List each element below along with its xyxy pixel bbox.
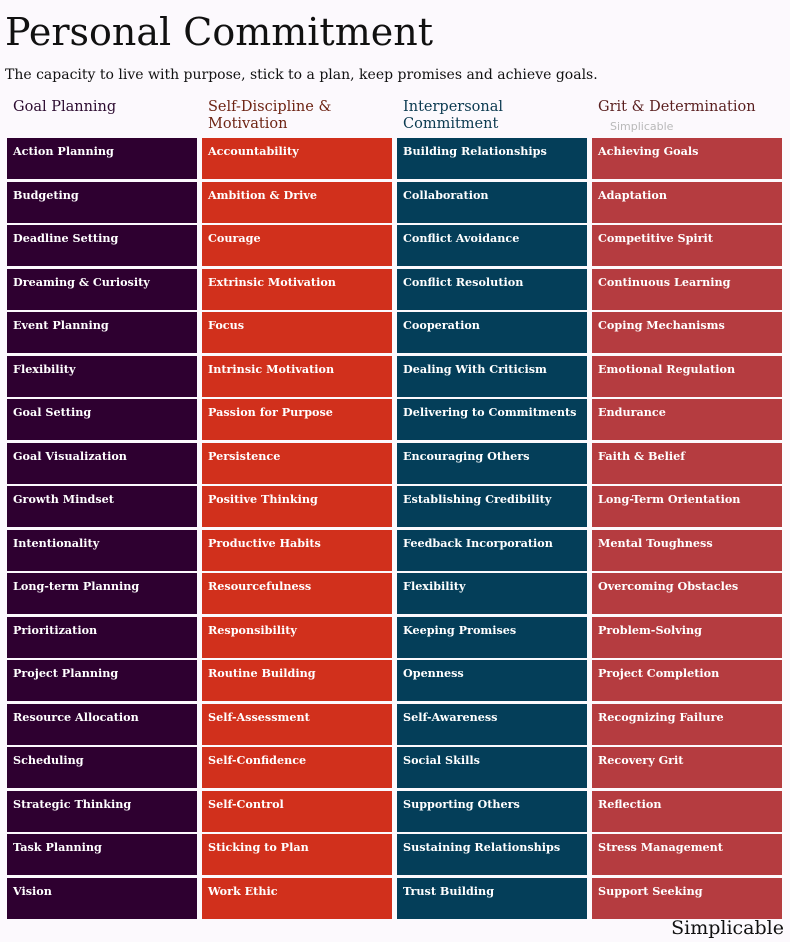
cell-item: Extrinsic Motivation	[202, 269, 392, 310]
column-goal-planning: Goal Planning Action Planning Budgeting De…	[7, 98, 197, 919]
page-subtitle: The capacity to live with purpose, stick…	[5, 67, 598, 83]
cell-item: Emotional Regulation	[592, 356, 782, 397]
cell-item: Achieving Goals	[592, 138, 782, 179]
cell-item: Routine Building	[202, 660, 392, 701]
cell-item: Long-term Planning	[7, 573, 197, 614]
cell-item: Goal Setting	[7, 399, 197, 440]
cell-item: Faith & Belief	[592, 443, 782, 484]
cell-item: Delivering to Commitments	[397, 399, 587, 440]
column-heading-line2: Motivation	[208, 116, 288, 132]
commitment-columns: Goal Planning Action Planning Budgeting De…	[7, 98, 783, 920]
column-grit: Grit & Determination Simplicable Achievi…	[592, 98, 782, 919]
cell-item: Resource Allocation	[7, 704, 197, 745]
cell-item: Persistence	[202, 443, 392, 484]
cell-item: Self-Assessment	[202, 704, 392, 745]
page-title: Personal Commitment	[5, 10, 433, 54]
column-heading-line1: Interpersonal	[403, 99, 503, 115]
cell-item: Accountability	[202, 138, 392, 179]
cell-item: Reflection	[592, 791, 782, 832]
column-self-discipline: Self-Discipline & Motivation Accountabil…	[202, 98, 392, 919]
cell-item: Self-Awareness	[397, 704, 587, 745]
cell-item: Event Planning	[7, 312, 197, 353]
column-heading: Interpersonal Commitment	[397, 98, 587, 138]
cell-item: Dreaming & Curiosity	[7, 269, 197, 310]
cell-item: Coping Mechanisms	[592, 312, 782, 353]
cell-item: Scheduling	[7, 747, 197, 788]
cell-item: Self-Control	[202, 791, 392, 832]
cell-item: Ambition & Drive	[202, 182, 392, 223]
column-heading: Grit & Determination Simplicable	[592, 98, 782, 138]
cell-item: Social Skills	[397, 747, 587, 788]
cell-item: Responsibility	[202, 617, 392, 658]
cell-item: Courage	[202, 225, 392, 266]
cell-item: Support Seeking	[592, 878, 782, 919]
cell-item: Adaptation	[592, 182, 782, 223]
column-heading-line1: Grit & Determination	[598, 99, 756, 115]
cell-item: Trust Building	[397, 878, 587, 919]
cell-item: Competitive Spirit	[592, 225, 782, 266]
cell-item: Stress Management	[592, 834, 782, 875]
brand-logo: Simplicable	[671, 917, 784, 939]
cell-item: Mental Toughness	[592, 530, 782, 571]
column-interpersonal: Interpersonal Commitment Building Relati…	[397, 98, 587, 919]
column-heading-line2: Commitment	[403, 116, 499, 132]
cell-item: Openness	[397, 660, 587, 701]
cell-item: Project Planning	[7, 660, 197, 701]
cell-item: Self-Confidence	[202, 747, 392, 788]
cell-item: Growth Mindset	[7, 486, 197, 527]
cell-item: Cooperation	[397, 312, 587, 353]
cell-item: Flexibility	[7, 356, 197, 397]
cell-item: Focus	[202, 312, 392, 353]
cell-item: Sticking to Plan	[202, 834, 392, 875]
cell-item: Productive Habits	[202, 530, 392, 571]
cell-item: Goal Visualization	[7, 443, 197, 484]
cell-item: Continuous Learning	[592, 269, 782, 310]
cell-item: Recognizing Failure	[592, 704, 782, 745]
cell-item: Feedback Incorporation	[397, 530, 587, 571]
cell-item: Intrinsic Motivation	[202, 356, 392, 397]
cell-item: Conflict Avoidance	[397, 225, 587, 266]
cell-item: Long-Term Orientation	[592, 486, 782, 527]
cell-item: Budgeting	[7, 182, 197, 223]
column-heading-line1: Self-Discipline &	[208, 99, 332, 115]
cell-item: Project Completion	[592, 660, 782, 701]
cell-item: Flexibility	[397, 573, 587, 614]
cell-item: Action Planning	[7, 138, 197, 179]
cell-item: Work Ethic	[202, 878, 392, 919]
column-heading-line1: Goal Planning	[13, 99, 117, 115]
cell-item: Supporting Others	[397, 791, 587, 832]
cell-item: Resourcefulness	[202, 573, 392, 614]
cell-item: Problem-Solving	[592, 617, 782, 658]
cell-item: Sustaining Relationships	[397, 834, 587, 875]
cell-item: Collaboration	[397, 182, 587, 223]
cell-item: Positive Thinking	[202, 486, 392, 527]
cell-item: Vision	[7, 878, 197, 919]
cell-item: Encouraging Others	[397, 443, 587, 484]
cell-item: Deadline Setting	[7, 225, 197, 266]
watermark: Simplicable	[610, 120, 674, 133]
cell-item: Endurance	[592, 399, 782, 440]
cell-item: Prioritization	[7, 617, 197, 658]
cell-item: Recovery Grit	[592, 747, 782, 788]
cell-item: Overcoming Obstacles	[592, 573, 782, 614]
cell-item: Establishing Credibility	[397, 486, 587, 527]
cell-item: Keeping Promises	[397, 617, 587, 658]
cell-item: Passion for Purpose	[202, 399, 392, 440]
cell-item: Task Planning	[7, 834, 197, 875]
cell-item: Strategic Thinking	[7, 791, 197, 832]
column-heading: Self-Discipline & Motivation	[202, 98, 392, 138]
cell-item: Building Relationships	[397, 138, 587, 179]
cell-item: Conflict Resolution	[397, 269, 587, 310]
cell-item: Intentionality	[7, 530, 197, 571]
cell-item: Dealing With Criticism	[397, 356, 587, 397]
column-heading: Goal Planning	[7, 98, 197, 138]
